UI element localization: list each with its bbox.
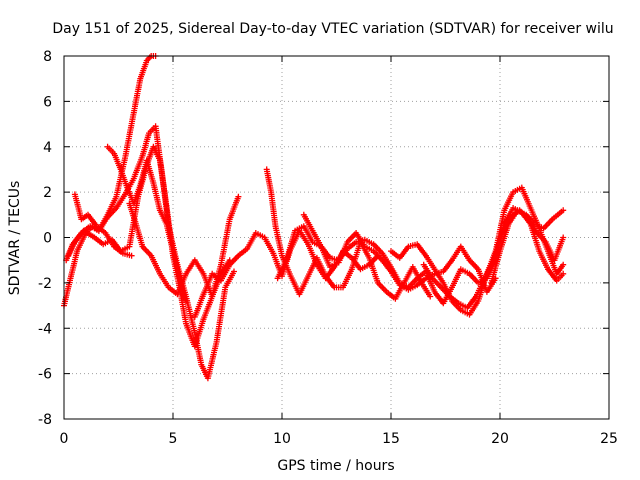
series-sat-track-6 (126, 200, 233, 300)
y-axis-ticks: -8 -6 -4 -2 0 2 4 6 8 (38, 49, 609, 428)
y-tick-label: 0 (43, 231, 52, 247)
series-sat-track-5 (104, 143, 190, 304)
data-series (61, 53, 567, 382)
series-sat-track-13 (488, 207, 567, 286)
x-tick-label: 20 (491, 431, 509, 447)
y-tick-label: -4 (38, 321, 52, 337)
y-tick-label: -6 (38, 367, 52, 383)
y-tick-label: 2 (43, 185, 52, 201)
series-sat-track-8 (263, 166, 434, 302)
x-axis-title: GPS time / hours (277, 458, 394, 474)
grid-lines (64, 56, 609, 419)
x-tick-label: 15 (382, 431, 400, 447)
y-tick-label: -2 (38, 276, 52, 292)
y-axis-title: SDTVAR / TECUs (7, 181, 23, 296)
x-tick-label: 5 (169, 431, 178, 447)
y-tick-label: 4 (43, 140, 52, 156)
y-tick-label: 8 (43, 49, 52, 65)
x-tick-label: 25 (600, 431, 618, 447)
y-tick-label: -8 (38, 412, 52, 428)
x-tick-label: 0 (60, 431, 69, 447)
series-sat-track-4 (71, 191, 135, 259)
y-tick-label: 6 (43, 94, 52, 110)
x-tick-label: 10 (273, 431, 291, 447)
x-axis-ticks: 0 5 10 15 20 25 (60, 56, 618, 447)
chart-title: Day 151 of 2025, Sidereal Day-to-day VTE… (52, 21, 613, 37)
